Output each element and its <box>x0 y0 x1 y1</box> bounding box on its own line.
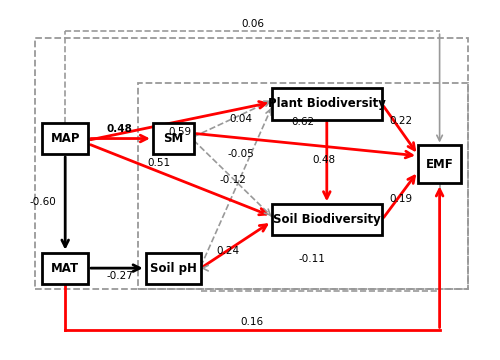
Text: Plant Biodiversity: Plant Biodiversity <box>268 98 386 111</box>
Text: 0.48: 0.48 <box>106 124 132 134</box>
Bar <box>42 123 88 154</box>
Text: SM: SM <box>163 132 184 145</box>
Text: Soil pH: Soil pH <box>150 262 196 275</box>
Text: EMF: EMF <box>426 158 454 171</box>
Text: 0.19: 0.19 <box>390 194 413 204</box>
Bar <box>272 89 382 120</box>
Text: 0.62: 0.62 <box>291 117 314 127</box>
Bar <box>146 253 201 284</box>
Text: Soil Biodiversity: Soil Biodiversity <box>273 213 380 226</box>
Text: 0.59: 0.59 <box>169 127 192 137</box>
Text: 0.24: 0.24 <box>217 246 240 256</box>
Text: -0.05: -0.05 <box>227 149 254 159</box>
Text: -0.12: -0.12 <box>220 175 246 185</box>
Text: MAT: MAT <box>51 262 80 275</box>
Text: 0.22: 0.22 <box>390 116 413 126</box>
Bar <box>35 38 468 289</box>
Text: MAP: MAP <box>50 132 80 145</box>
Text: 0.04: 0.04 <box>229 114 252 124</box>
Text: 0.06: 0.06 <box>241 19 264 29</box>
Text: -0.27: -0.27 <box>106 271 133 281</box>
Bar <box>418 145 461 184</box>
Bar <box>42 253 88 284</box>
Text: -0.11: -0.11 <box>299 255 326 265</box>
Bar <box>138 83 468 289</box>
Text: 0.48: 0.48 <box>313 155 336 165</box>
Text: 0.16: 0.16 <box>241 317 264 327</box>
Bar <box>272 204 382 235</box>
Bar <box>153 123 194 154</box>
Text: -0.60: -0.60 <box>30 198 56 207</box>
Text: 0.51: 0.51 <box>147 158 171 168</box>
